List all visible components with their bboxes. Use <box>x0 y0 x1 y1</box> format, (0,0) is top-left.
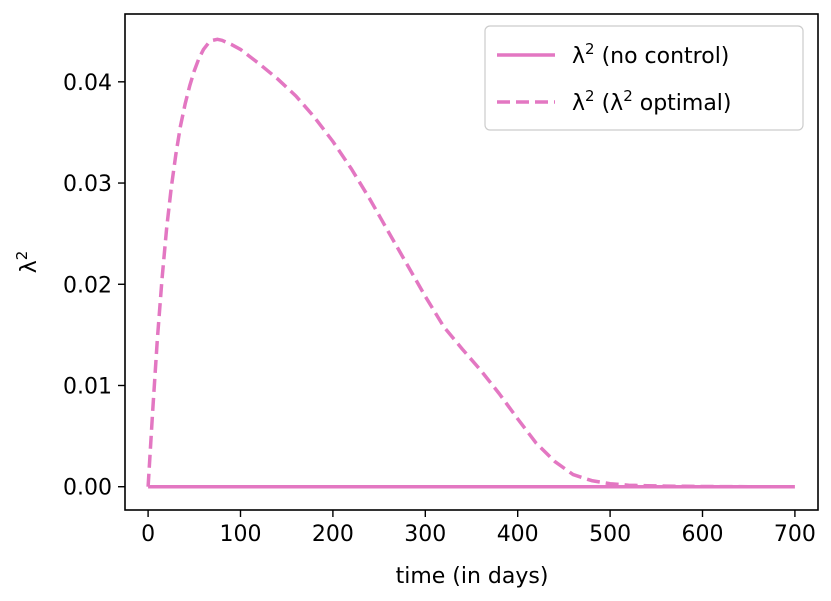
x-tick-label: 200 <box>312 522 354 547</box>
x-tick-label: 500 <box>589 522 631 547</box>
legend: λ2 (no control) λ2 (λ2 optimal) <box>484 25 804 131</box>
legend-label-optimal: λ2 (λ2 optimal) <box>572 87 732 116</box>
plot-marks <box>146 37 795 489</box>
series-line-optimal <box>146 37 795 489</box>
y-tick-label: 0.03 <box>63 172 112 197</box>
y-tick-label: 0.04 <box>63 71 112 96</box>
x-tick-label: 700 <box>774 522 816 547</box>
y-tick-label: 0.00 <box>63 476 112 501</box>
axes-frame <box>124 13 819 511</box>
legend-label-no-control: λ2 (no control) <box>572 40 729 69</box>
legend-box <box>484 25 804 131</box>
x-axis-label: time (in days) <box>396 564 549 589</box>
x-tick-label: 0 <box>141 522 155 547</box>
x-axis-ticks: 0 100 200 300 400 500 600 700 <box>141 510 816 547</box>
y-tick-label: 0.01 <box>63 374 112 399</box>
x-tick-label: 300 <box>404 522 446 547</box>
x-tick-label: 100 <box>220 522 262 547</box>
y-tick-label: 0.02 <box>63 273 112 298</box>
y-axis-label: λ2 <box>13 251 42 274</box>
y-axis-ticks: 0.00 0.01 0.02 0.03 0.04 <box>63 71 125 501</box>
x-tick-label: 600 <box>682 522 724 547</box>
x-tick-label: 400 <box>497 522 539 547</box>
